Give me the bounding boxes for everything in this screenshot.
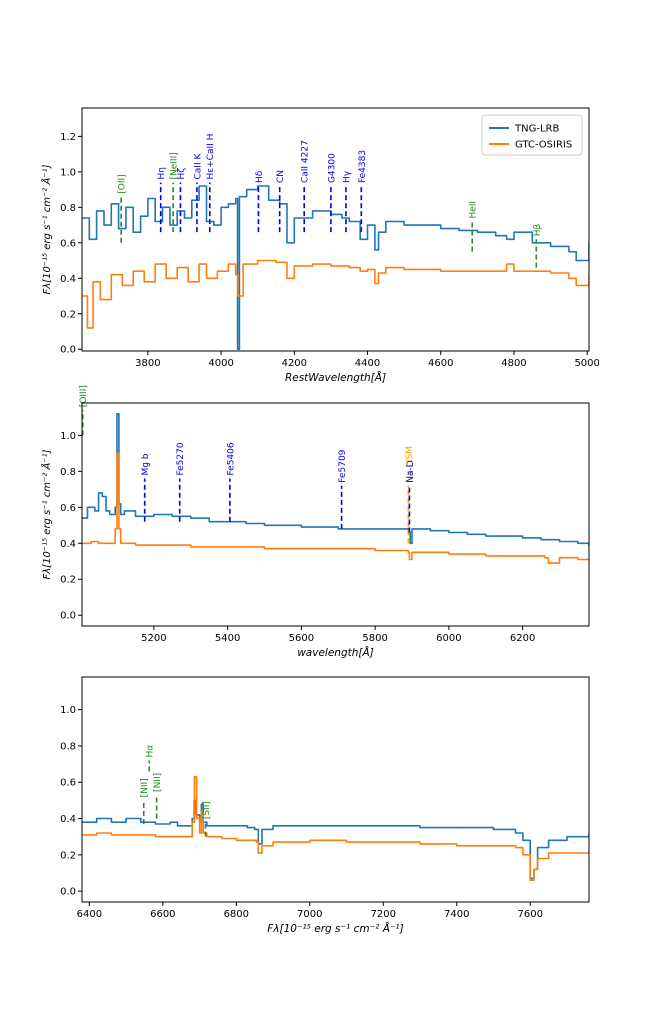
series-line-gtc-osiris: [82, 259, 589, 329]
[object SVGGElement]: CaII 4227: [301, 140, 311, 183]
[object SVGGElement]: Na I ISM: [405, 446, 415, 483]
[object SVGGElement]: 0.2: [60, 575, 76, 586]
[object SVGGElement]: 5200: [141, 633, 166, 644]
axes-frame: [81, 402, 590, 627]
[object SVGGElement]: 4800: [501, 358, 526, 369]
[object SVGGElement]: 0.8: [60, 467, 76, 478]
[object SVGGElement]: Fλ[10⁻¹⁵ erg s⁻¹ cm⁻² Å⁻¹]: [40, 164, 53, 294]
series-line-tng-lrb: [82, 185, 589, 350]
[object SVGGElement]: Mg b: [141, 453, 151, 475]
[object SVGGElement]: [OIII]: [79, 385, 89, 407]
[object SVGGElement]: Fe4383: [358, 150, 368, 183]
[object SVGGElement]: 7400: [444, 909, 469, 920]
[object SVGGElement]: CaII K: [193, 153, 203, 180]
[object SVGGElement]: [NII]: [153, 773, 163, 792]
[object SVGGElement]: 1.0: [60, 431, 76, 442]
[object SVGGElement]: 5000: [574, 358, 599, 369]
[object SVGGElement]: 7600: [517, 909, 542, 920]
[object SVGGElement]: 1.2: [60, 132, 76, 143]
[object SVGGElement]: 0.0: [60, 345, 76, 356]
[object SVGGElement]: 0.4: [60, 814, 76, 825]
[object SVGGElement]: 5800: [362, 633, 387, 644]
[object SVGGElement]: RestWavelength[Å]: [285, 371, 386, 384]
[object SVGGElement]: [NII]: [140, 778, 150, 797]
[object SVGGElement]: 6000: [436, 633, 461, 644]
[object SVGGElement]: 1.0: [60, 705, 76, 716]
[object SVGGElement]: 0.6: [60, 238, 76, 249]
[object SVGGElement]: 7000: [297, 909, 322, 920]
[object SVGGElement]: 6800: [224, 909, 249, 920]
[object SVGGElement]: 4000: [208, 358, 233, 369]
[object SVGGElement]: 0.8: [60, 203, 76, 214]
series-line-gtc-osiris: [82, 776, 589, 881]
[object SVGGElement]: 1.0: [60, 167, 76, 178]
[object SVGGElement]: Na-D: [406, 460, 416, 482]
[object SVGGElement]: 6400: [77, 909, 102, 920]
[object SVGGElement]: Fe5270: [176, 442, 186, 475]
[object SVGGElement]: [NeIII]: [170, 152, 180, 179]
[object SVGGElement]: Hη: [157, 167, 167, 179]
[object SVGGElement]: 0.4: [60, 539, 76, 550]
axes-frame: [81, 676, 590, 903]
[object SVGGElement]: 4200: [282, 358, 307, 369]
axes-frame: [81, 107, 590, 352]
[object SVGGElement]: CN: [276, 170, 286, 183]
[object SVGGElement]: Hβ: [533, 223, 543, 236]
[object SVGGElement]: wavelength[Å]: [297, 646, 374, 659]
[object SVGGElement]: G4300: [327, 153, 337, 183]
panel-rest-wavelength: [OII] Hη [NeIII]Hζ CaII K Hε+CaII H Hδ CN CaII …: [40, 107, 600, 384]
[object SVGGElement]: 0.0: [60, 887, 76, 898]
[object SVGGElement]: 5400: [215, 633, 240, 644]
[object SVGGElement]: Fλ[10⁻¹⁵ erg s⁻¹ cm⁻² Å⁻¹]: [267, 922, 403, 935]
[object SVGGElement]: Hε+CaII H: [206, 134, 216, 180]
legend: TNG-LRB GTC-OSIRIS: [481, 114, 583, 156]
[object SVGGElement]: 6200: [510, 633, 535, 644]
[object SVGGElement]: Fλ[10⁻¹⁵ erg s⁻¹ cm⁻² Å⁻¹]: [40, 449, 53, 579]
[object SVGGElement]: 6600: [150, 909, 175, 920]
[object SVGGElement]: Hγ: [342, 170, 352, 183]
[object SVGGElement]: Hα: [146, 745, 156, 758]
[object SVGGElement]: [SII]: [202, 801, 212, 819]
[object SVGGElement]: 7200: [371, 909, 396, 920]
[object SVGGElement]: 0.0: [60, 611, 76, 622]
[object SVGGElement]: Fe5709: [338, 449, 348, 482]
[object SVGGElement]: 4600: [428, 358, 453, 369]
[object SVGGElement]: 0.2: [60, 309, 76, 320]
[object SVGGElement]: [OII]: [118, 174, 128, 193]
[object SVGGElement]: 3800: [135, 358, 160, 369]
[object SVGGElement]: 0.6: [60, 503, 76, 514]
[object SVGGElement]: GTC-OSIRIS: [515, 140, 572, 151]
panel-wavelength: [OIII] Mg b Fe5270 Fe5406 Fe5709 Na I ISMNa-D…: [40, 385, 590, 659]
panel-red-wavelength: [NII] Hα [NII] [SII] 6400 6600 6800 7000 7200 740…: [60, 676, 590, 935]
[object SVGGElement]: 0.2: [60, 850, 76, 861]
series-line-gtc-osiris: [82, 452, 589, 564]
[object SVGGElement]: 0.8: [60, 741, 76, 752]
[object SVGGElement]: 4400: [355, 358, 380, 369]
[object SVGGElement]: 5600: [289, 633, 314, 644]
series-line-tng-lrb: [82, 413, 589, 547]
[object SVGGElement]: Hζ: [177, 168, 187, 180]
[object SVGGElement]: Hδ: [255, 170, 265, 183]
[object SVGGElement]: 0.4: [60, 274, 76, 285]
[object SVGGElement]: Fe5406: [226, 442, 236, 475]
series-line-tng-lrb: [82, 799, 589, 880]
[object SVGGElement]: TNG-LRB: [514, 124, 559, 135]
[object SVGGElement]: 0.6: [60, 778, 76, 789]
[object SVGGElement]: HeII: [469, 201, 479, 219]
